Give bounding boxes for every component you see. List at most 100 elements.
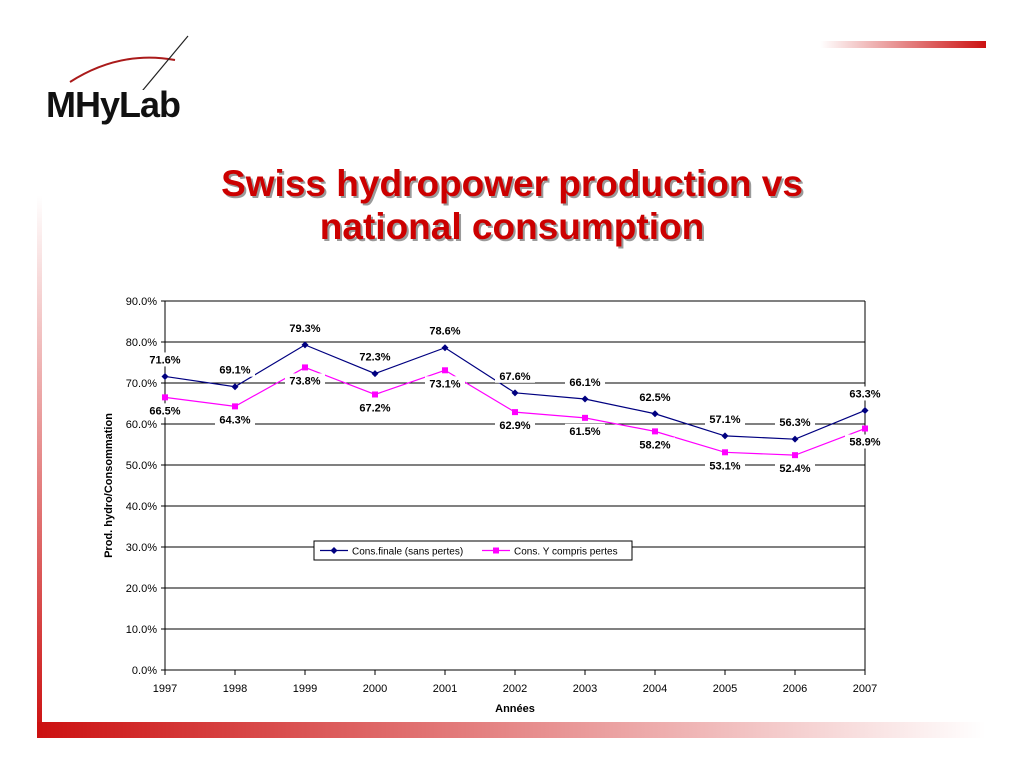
y-tick-label: 80.0% bbox=[126, 337, 157, 349]
data-point bbox=[371, 370, 379, 378]
data-point bbox=[512, 409, 518, 416]
data-label-bg bbox=[145, 352, 185, 367]
data-label: 58.9% bbox=[849, 437, 880, 449]
x-tick-label: 1997 bbox=[153, 683, 177, 695]
data-label-bg bbox=[215, 412, 255, 427]
data-label: 64.3% bbox=[219, 414, 250, 426]
data-point bbox=[652, 428, 658, 435]
data-label-bg bbox=[635, 437, 675, 452]
left-accent-bar bbox=[37, 195, 42, 735]
data-point bbox=[232, 403, 238, 410]
data-label-bg bbox=[145, 403, 185, 418]
data-label: 53.1% bbox=[709, 460, 740, 472]
data-label-bg bbox=[495, 418, 535, 433]
data-point bbox=[792, 452, 798, 459]
data-label-bg bbox=[705, 411, 745, 426]
logo-arc-icon bbox=[69, 35, 189, 90]
data-point bbox=[582, 414, 588, 421]
x-tick-label: 1998 bbox=[223, 683, 247, 695]
data-point bbox=[791, 435, 799, 443]
y-axis-title: Prod. hydro/Consommation bbox=[103, 413, 115, 558]
x-tick-label: 2001 bbox=[433, 683, 457, 695]
data-label: 73.8% bbox=[289, 375, 320, 387]
data-label-bg bbox=[285, 373, 325, 388]
data-point bbox=[372, 391, 378, 398]
x-axis-title: Années bbox=[495, 703, 535, 715]
x-tick-label: 1999 bbox=[293, 683, 317, 695]
logo: MHyLab bbox=[40, 30, 200, 130]
data-point bbox=[161, 372, 169, 380]
data-label: 57.1% bbox=[709, 414, 740, 426]
x-tick-label: 2005 bbox=[713, 683, 737, 695]
data-label: 52.4% bbox=[779, 463, 810, 475]
data-point bbox=[231, 383, 239, 391]
y-tick-label: 90.0% bbox=[126, 296, 157, 308]
data-label: 58.2% bbox=[639, 439, 670, 451]
data-point bbox=[861, 406, 869, 414]
data-label: 56.3% bbox=[779, 417, 810, 429]
data-point bbox=[442, 367, 448, 374]
legend-label: Cons.finale (sans pertes) bbox=[352, 547, 463, 558]
data-label: 62.5% bbox=[639, 392, 670, 404]
data-label: 63.3% bbox=[849, 388, 880, 400]
x-tick-label: 2003 bbox=[573, 683, 597, 695]
data-label-bg bbox=[215, 362, 255, 377]
x-tick-label: 2002 bbox=[503, 683, 527, 695]
data-point bbox=[441, 344, 449, 352]
data-point bbox=[651, 410, 659, 418]
logo-text: MHyLab bbox=[46, 84, 181, 125]
data-label-bg bbox=[775, 461, 815, 476]
data-label: 69.1% bbox=[219, 365, 250, 377]
legend-label: Cons. Y compris pertes bbox=[514, 547, 618, 558]
data-point bbox=[511, 389, 519, 397]
data-label: 79.3% bbox=[289, 323, 320, 335]
data-label: 61.5% bbox=[569, 426, 600, 438]
data-point bbox=[162, 394, 168, 401]
legend-marker bbox=[493, 547, 499, 554]
y-tick-label: 20.0% bbox=[126, 583, 157, 595]
data-point bbox=[581, 395, 589, 403]
legend bbox=[313, 540, 633, 561]
data-label-bg bbox=[845, 434, 885, 449]
data-label: 67.2% bbox=[359, 402, 390, 414]
data-label-bg bbox=[425, 323, 465, 338]
data-label-bg bbox=[845, 386, 885, 401]
top-accent-bar bbox=[820, 41, 986, 48]
x-tick-label: 2007 bbox=[853, 683, 877, 695]
title-line-1: Swiss hydropower production vs bbox=[221, 163, 803, 204]
data-label: 73.1% bbox=[429, 378, 460, 390]
y-tick-label: 10.0% bbox=[126, 624, 157, 636]
data-point bbox=[301, 341, 309, 349]
y-tick-label: 70.0% bbox=[126, 378, 157, 390]
page-title: Swiss hydropower production vs national … bbox=[0, 162, 1024, 248]
data-point bbox=[302, 364, 308, 371]
data-label: 72.3% bbox=[359, 352, 390, 364]
y-tick-label: 60.0% bbox=[126, 419, 157, 431]
data-label-bg bbox=[495, 368, 535, 383]
data-label: 62.9% bbox=[499, 420, 530, 432]
data-point bbox=[722, 449, 728, 456]
legend-marker bbox=[330, 547, 338, 554]
data-label: 71.6% bbox=[149, 354, 180, 366]
y-tick-label: 0.0% bbox=[132, 665, 157, 677]
y-tick-label: 40.0% bbox=[126, 501, 157, 513]
data-label-bg bbox=[565, 374, 605, 389]
data-label-bg bbox=[285, 320, 325, 335]
data-label-bg bbox=[565, 423, 605, 438]
plot-area bbox=[165, 301, 865, 670]
y-tick-label: 50.0% bbox=[126, 460, 157, 472]
data-label-bg bbox=[705, 458, 745, 473]
data-label-bg bbox=[775, 415, 815, 430]
data-label: 66.1% bbox=[569, 377, 600, 389]
x-tick-label: 2000 bbox=[363, 683, 387, 695]
data-label-bg bbox=[425, 376, 465, 391]
x-tick-label: 2006 bbox=[783, 683, 807, 695]
data-label: 66.5% bbox=[149, 405, 180, 417]
data-label: 67.6% bbox=[499, 371, 530, 383]
title-line-2: national consumption bbox=[319, 206, 705, 247]
bottom-accent-bar bbox=[37, 722, 986, 738]
data-label-bg bbox=[355, 349, 395, 364]
data-label-bg bbox=[355, 400, 395, 415]
y-tick-label: 30.0% bbox=[126, 542, 157, 554]
